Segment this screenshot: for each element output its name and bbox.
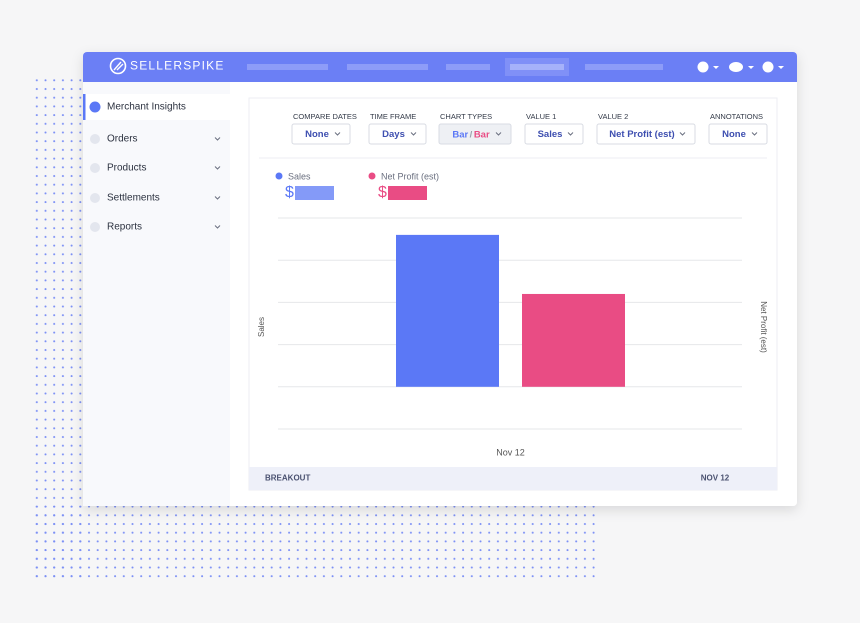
active-item-bg (83, 94, 230, 120)
nav[interactable] (247, 58, 663, 76)
footer-left: BREAKOUT (265, 474, 310, 483)
logo-icon (113, 61, 124, 71)
dropdown-value: None (722, 129, 746, 140)
dropdown-value: None (305, 129, 329, 140)
chevron (214, 137, 221, 141)
nav-item[interactable] (446, 64, 490, 70)
caret (778, 66, 784, 69)
item-icon (90, 163, 100, 173)
notification-icon[interactable] (729, 62, 743, 72)
chevron (495, 132, 502, 136)
chevron (751, 132, 758, 136)
item-icon (90, 222, 100, 232)
item-icon (90, 134, 100, 144)
caret (713, 66, 719, 69)
help-icon[interactable] (697, 61, 709, 73)
nav-item[interactable] (247, 64, 328, 70)
legend-dot (368, 172, 376, 180)
content-panel (248, 97, 778, 491)
caret (748, 66, 754, 69)
dot-pattern (30, 506, 597, 583)
bar (522, 293, 625, 387)
sidebar-item[interactable]: Merchant Insights (107, 102, 186, 113)
sidebar-item[interactable]: Products (107, 163, 146, 174)
dropdown[interactable] (368, 123, 427, 145)
chevron (567, 132, 574, 136)
sidebar (83, 82, 230, 506)
chevron (214, 196, 221, 200)
sidebar-item[interactable]: Settlements (107, 193, 160, 204)
control-label: TIME FRAME (370, 112, 416, 121)
chevron (410, 132, 417, 136)
logo-icon (109, 57, 127, 75)
active-indicator (83, 94, 86, 120)
control-label: VALUE 1 (526, 112, 556, 121)
nav-item[interactable] (347, 64, 428, 70)
top-bar (83, 52, 797, 82)
dropdown[interactable] (524, 123, 584, 145)
legend-value-placeholder (295, 186, 334, 200)
control-label: VALUE 2 (598, 112, 628, 121)
legend-dot (275, 172, 283, 180)
control-label: CHART TYPES (440, 112, 492, 121)
dropdown-value-part: / (470, 129, 473, 140)
dropdown[interactable] (596, 123, 696, 145)
dropdown-value: Sales (538, 129, 563, 140)
footer-right: NOV 12 (701, 474, 730, 483)
footer-bar (249, 467, 777, 490)
chevron (214, 166, 221, 170)
chevron (334, 132, 341, 136)
control-label: ANNOTATIONS (710, 112, 763, 121)
legend-label: Net Profit (est) (381, 171, 439, 181)
chevron (679, 132, 686, 136)
y2-axis-label: Net Profit (est) (759, 301, 768, 353)
nav-item[interactable] (510, 64, 564, 70)
x-tick-label: Nov 12 (496, 447, 525, 457)
chevron (214, 225, 221, 229)
control-label: COMPARE DATES (293, 112, 357, 121)
item-icon (90, 193, 100, 203)
nav-item[interactable] (585, 64, 663, 70)
dropdown-value: Bar / Bar (452, 129, 490, 140)
user-icon[interactable] (762, 61, 774, 73)
dropdown[interactable] (291, 123, 351, 145)
legend-label: Sales (288, 171, 311, 181)
legend-currency: $ (285, 184, 294, 201)
y-axis-label: Sales (257, 317, 266, 337)
dropdown-value: Days (382, 129, 405, 140)
header-icons[interactable] (697, 61, 785, 73)
bar (396, 234, 499, 387)
sidebar-item[interactable]: Orders (107, 134, 138, 145)
sidebar-item[interactable]: Reports (107, 222, 142, 233)
dot-pattern (30, 75, 82, 583)
legend-currency: $ (378, 184, 387, 201)
dropdown-value-part: Bar (452, 129, 468, 140)
logo: SELLERSPIKE (130, 59, 225, 73)
legend-value-placeholder (388, 186, 427, 200)
dropdown[interactable] (438, 123, 512, 145)
dropdown[interactable] (708, 123, 768, 145)
dropdown-value-part: Bar (474, 129, 490, 140)
dropdown-value: Net Profit (est) (609, 129, 674, 140)
item-icon (89, 101, 101, 113)
